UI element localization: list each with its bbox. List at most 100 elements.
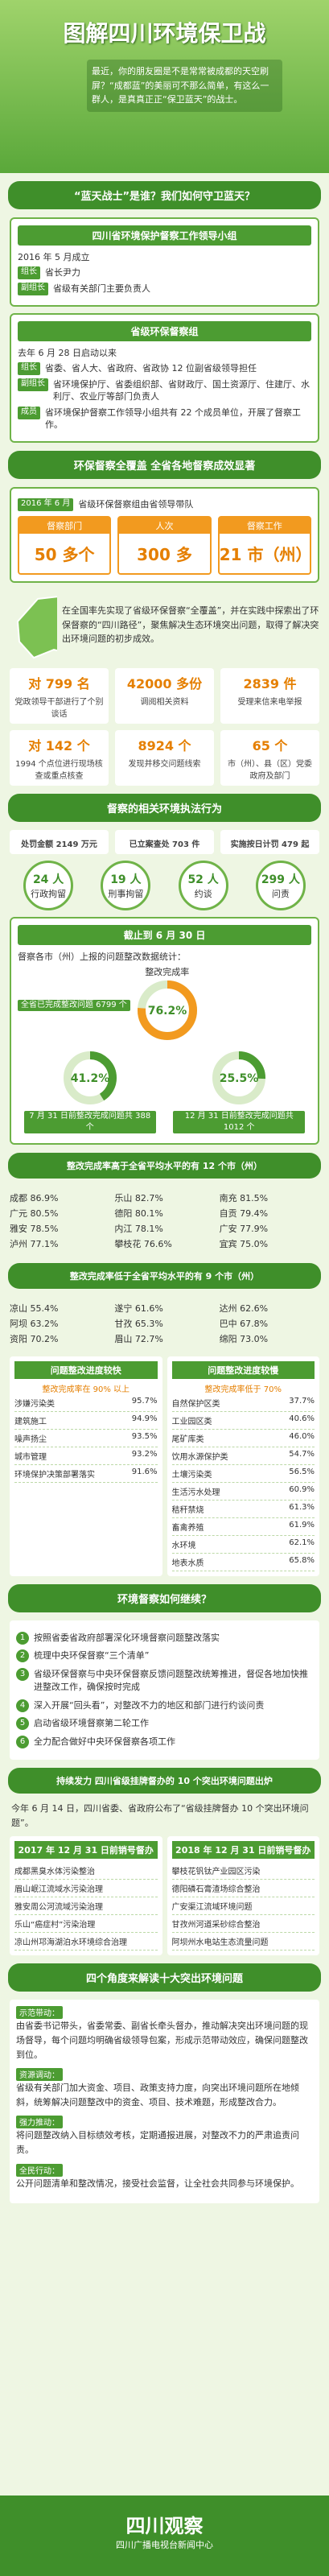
rate: 54.7% <box>289 1449 315 1459</box>
angle-title: 全民行动： <box>16 2163 63 2177</box>
member-desc: 省长尹力 <box>45 267 80 278</box>
problem: 甘孜州河道采砂综合整治 <box>171 1915 315 1934</box>
member-role: 成员 <box>18 406 40 419</box>
member-row: 成员 省环境保护督察工作领导小组共有 22 个成员单位，开展了督察工作。 <box>18 406 311 431</box>
progress-categories: 问题整改进度较快 整改完成率在 90% 以上 涉嫌污染类 95.7% 建筑施工 94.9%… <box>10 1356 319 1576</box>
city: 甘孜 65.3% <box>114 1318 163 1329</box>
note: 督察各市（州）上报的问题整改数据统计： <box>18 951 186 962</box>
problem-columns: 2017 年 12 月 31 日前销号督办 成都黑臭水体污染整治 眉山岷江流域水污染… <box>10 1836 319 1956</box>
step-text: 梳理中央环保督察“三个清单” <box>34 1650 150 1662</box>
overall-title: 整改完成率 <box>145 966 190 977</box>
angle-text: 由省委书记带头，省委常委、副省长牵头督办，推动解决突出环境问题的现场督导，每个问… <box>16 2021 308 2060</box>
section-banner: 整改完成率高于全省平均水平的有 12 个市（州） <box>8 1152 321 1179</box>
city: 资阳 70.2% <box>10 1333 59 1344</box>
city: 乐山 82.7% <box>114 1192 163 1203</box>
name: 自然保护区类 <box>171 1399 220 1409</box>
problem: 德阳磷石膏渣场综合整治 <box>171 1880 315 1898</box>
donut-label: 41.2% <box>70 1072 109 1085</box>
step-number: 2 <box>16 1649 29 1663</box>
figure: 299 人 <box>261 873 300 886</box>
name: 环境保护决策部署落实 <box>14 1470 95 1480</box>
category-item: 环境保护决策部署落实 91.6% <box>14 1465 158 1483</box>
angle-text: 将问题整改纳入目标绩效考核，定期通报进展，对整改不力的严肃追责问责。 <box>16 2130 299 2155</box>
name: 工业园区类 <box>171 1417 212 1426</box>
category-item: 噪声扬尘 93.5% <box>14 1430 158 1447</box>
city: 攀枝花 76.6% <box>114 1238 172 1249</box>
step: 4 深入开展“回头看”，对整改不力的地区和部门进行约谈问责 <box>16 1699 313 1713</box>
city: 自贡 79.4% <box>219 1208 269 1219</box>
city: 遂宁 61.6% <box>114 1302 163 1314</box>
section-banner: 四个角度来解读十大突出环境问题 <box>8 1963 321 1992</box>
date: 2016 年 6 月 <box>18 497 74 511</box>
rate: 61.9% <box>289 1520 315 1530</box>
figure: 实施按日计罚 479 起 <box>230 840 310 849</box>
work-stat: 42000 多份 调阅相关资料 <box>115 667 214 724</box>
step-text: 按照省委省政府部署深化环境督察问题整改落实 <box>34 1632 220 1643</box>
angle-title: 示范带动： <box>16 2006 63 2020</box>
category-title: 问题整改进度较慢 <box>171 1360 315 1379</box>
progress-box: 截止到 6 月 30 日督察各市（州）上报的问题整改数据统计： 全省已完成整改问题… <box>10 916 319 1145</box>
name: 城市管理 <box>14 1452 47 1462</box>
enforcement-item: 处罚金额 2149 万元 <box>10 829 109 854</box>
figure: 65 个 <box>252 737 288 753</box>
category-item: 水环境 62.1% <box>171 1536 315 1554</box>
category-item: 城市管理 93.2% <box>14 1447 158 1465</box>
map-row: 在全国率先实现了省级环保督察“全覆盖”，并在实践中探索出了环保督察的“四川路径”… <box>10 589 319 662</box>
founded: 2016 年 5 月成立 <box>18 252 90 262</box>
figure: 8924 个 <box>138 737 191 753</box>
city: 广元 80.5% <box>10 1208 59 1219</box>
city: 广安 77.9% <box>219 1223 269 1234</box>
rate: 91.6% <box>131 1467 158 1476</box>
donut-arc <box>137 980 197 1040</box>
step: 1 按照省委省政府部署深化环境督察问题整改落实 <box>16 1631 313 1645</box>
city: 凉山 55.4% <box>10 1302 59 1314</box>
category-item: 自然保护区类 37.7% <box>171 1394 315 1412</box>
stat-value: 50 多个 <box>34 544 95 564</box>
member-row: 组长 省长尹力 <box>18 266 311 279</box>
name: 饮用水源保护类 <box>171 1452 228 1462</box>
bubble: 299 人问责 <box>255 860 306 910</box>
city: 泸州 77.1% <box>10 1238 59 1249</box>
total: 全省已完成整改问题 6799 个 <box>18 1000 130 1012</box>
category-item: 尾矿库类 46.0% <box>171 1430 315 1447</box>
donut-arc <box>212 1051 266 1105</box>
rate: 37.7% <box>289 1396 315 1406</box>
member-desc: 省环境保护督察工作领导小组共有 22 个成员单位，开展了督察工作。 <box>45 407 301 431</box>
figure: 处罚金额 2149 万元 <box>21 840 97 849</box>
name: 生活污水处理 <box>171 1488 220 1497</box>
label: 刑事拘留 <box>108 888 144 899</box>
problem: 广安渠江流域环境问题 <box>171 1897 315 1916</box>
step: 2 梳理中央环保督察“三个清单” <box>16 1649 313 1663</box>
box-title: 四川省环境保护督察工作领导小组 <box>18 225 311 246</box>
member-row: 副组长 省环境保护厅、省委组织部、省财政厅、国土资源厅、住建厅、水利厅、农业厅等部… <box>18 378 311 403</box>
city: 雅安 78.5% <box>10 1223 59 1234</box>
step-text: 省级环保督察与中央环保督察反馈问题整改统筹推进，督促各地加快推进整改工作，确保按… <box>34 1668 308 1693</box>
partial: 25.5% 12 月 31 日前整改完成问题共 1012 个 <box>173 1049 306 1133</box>
stat: 督察工作 21 市（州） <box>217 515 311 575</box>
step-text: 全力配合做好中央环保督察各项工作 <box>34 1736 175 1747</box>
city: 成都 86.9% <box>10 1192 59 1203</box>
category-item: 地表水质 65.8% <box>171 1554 315 1571</box>
brand: 四川观察 <box>125 2515 204 2537</box>
section-banner: 整改完成率低于全省平均水平的有 9 个市（州） <box>8 1262 321 1289</box>
enforcement-item: 已立案查处 703 件 <box>115 829 214 854</box>
member-row: 副组长 省级有关部门主要负责人 <box>18 283 311 295</box>
rate: 94.9% <box>131 1414 158 1423</box>
section-banner: 督察的相关环境执法行为 <box>8 793 321 822</box>
work-stat: 对 799 名党政领导干部进行了个别谈话 <box>10 667 109 724</box>
member-desc: 省委、省人大、省政府、省政协 12 位副省级领导担任 <box>45 363 257 374</box>
category-item: 涉嫌污染类 95.7% <box>14 1394 158 1412</box>
rate: 40.6% <box>289 1414 315 1423</box>
figure: 24 人 <box>32 873 64 886</box>
inspection-groups: 省级环保督察组 去年 6 月 28 日启动以来 组长 省委、省人大、省政府、省政协 1… <box>10 313 319 443</box>
stat: 人次 300 多 <box>117 515 212 575</box>
rate: 62.1% <box>289 1538 315 1547</box>
problem: 阿坝州水电站生态流量问题 <box>171 1933 315 1951</box>
problem: 眉山岷江流域水污染治理 <box>14 1880 158 1898</box>
step-number: 6 <box>16 1735 29 1748</box>
step: 5 启动省级环境督察第二轮工作 <box>16 1717 313 1731</box>
problem: 成都黑臭水体污染整治 <box>14 1862 158 1880</box>
figure: 42000 多份 <box>126 675 203 691</box>
member-desc: 省级有关部门主要负责人 <box>53 283 150 294</box>
